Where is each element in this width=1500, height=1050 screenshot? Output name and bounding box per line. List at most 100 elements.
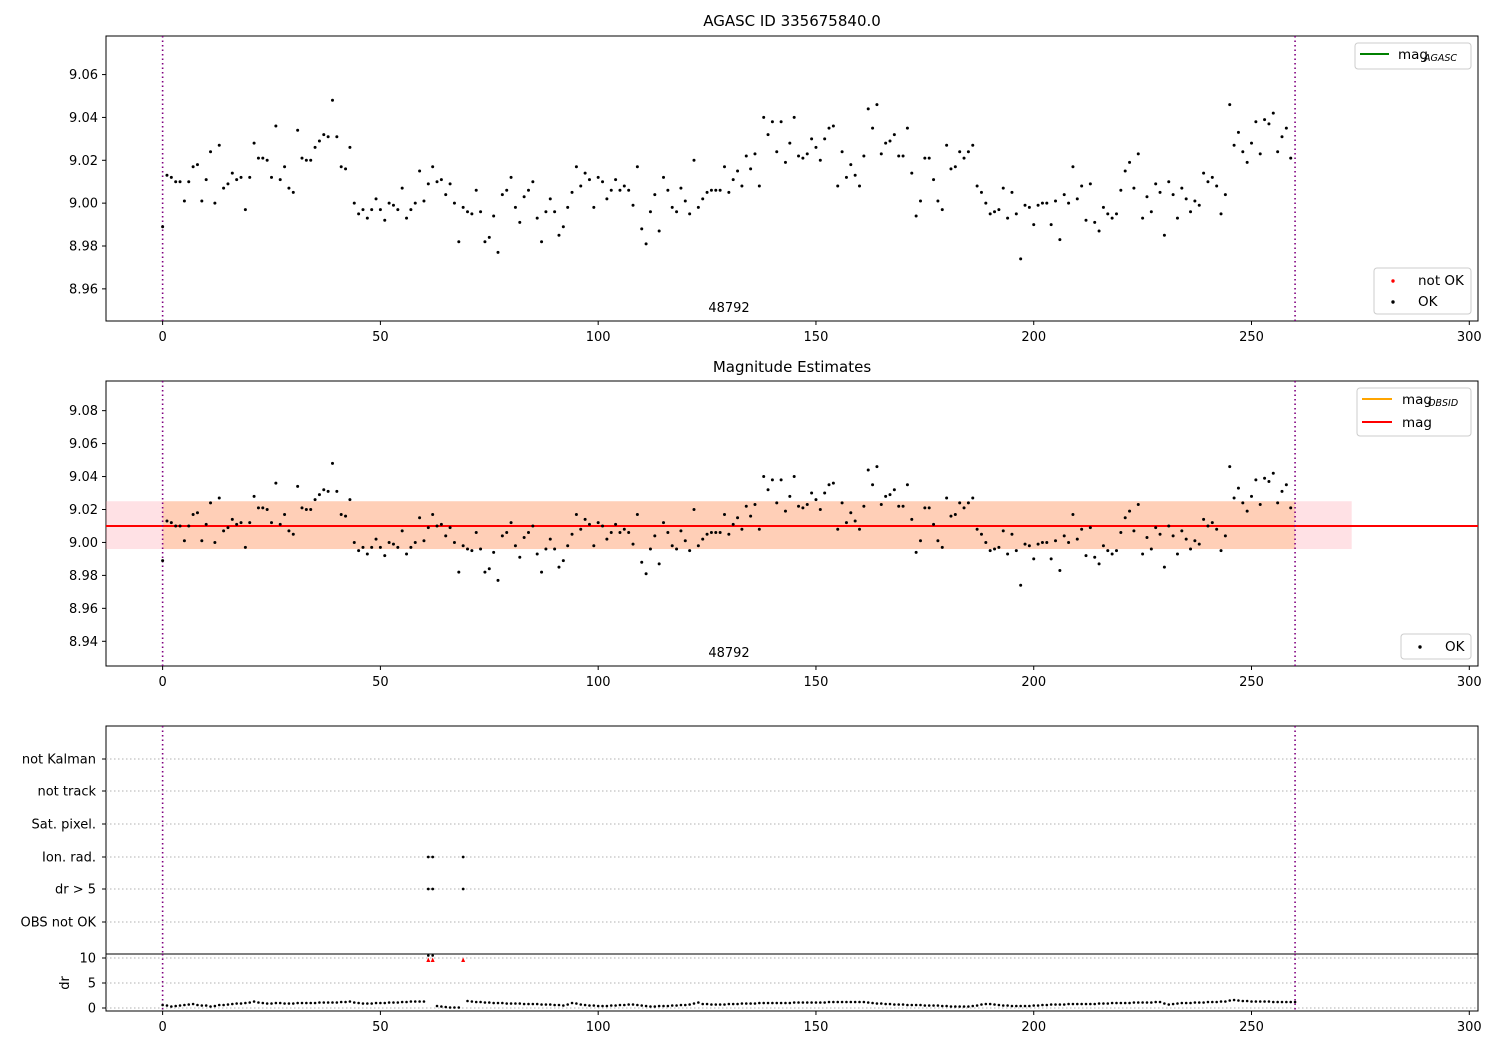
data-point	[1106, 212, 1110, 216]
data-point	[522, 536, 526, 540]
data-point	[265, 158, 269, 162]
data-point	[675, 547, 679, 551]
y-tick-label: 9.06	[69, 437, 98, 452]
dr-point	[440, 1005, 443, 1008]
data-point	[740, 184, 744, 188]
dr-point	[701, 1002, 705, 1006]
dr-point	[967, 1005, 970, 1008]
dr-point	[387, 1001, 391, 1004]
data-point	[391, 542, 395, 546]
dr-point	[805, 1001, 809, 1004]
dr-point	[1106, 1002, 1110, 1005]
data-point	[962, 156, 966, 160]
dr-point	[1197, 1001, 1201, 1004]
data-point	[1158, 190, 1162, 194]
dr-point	[396, 1001, 400, 1004]
data-point	[535, 216, 539, 220]
dr-point	[200, 1004, 204, 1007]
data-point	[766, 488, 770, 492]
data-point	[940, 545, 944, 549]
data-point	[818, 507, 822, 511]
data-point	[339, 512, 343, 516]
data-point	[657, 562, 661, 566]
data-point	[997, 208, 1001, 212]
dr-point	[997, 1003, 1001, 1007]
data-point	[178, 524, 182, 528]
data-point	[352, 540, 356, 544]
data-point	[1271, 471, 1275, 475]
data-point	[256, 156, 260, 160]
dr-point	[313, 1001, 317, 1005]
data-point	[1114, 212, 1118, 216]
dr-point	[305, 1001, 308, 1005]
data-point	[827, 483, 831, 487]
data-point	[722, 512, 726, 516]
data-point	[993, 210, 997, 214]
data-point	[1254, 120, 1258, 124]
dr-point	[492, 1001, 495, 1005]
dr-point	[1263, 1000, 1266, 1003]
data-point	[544, 547, 548, 551]
dr-point	[653, 1005, 657, 1008]
data-point	[1119, 188, 1123, 192]
data-point	[644, 242, 648, 246]
data-point	[818, 158, 822, 162]
dr-point	[819, 1001, 822, 1004]
data-point	[492, 214, 496, 218]
dr-point	[540, 1003, 543, 1006]
flag-point	[431, 887, 435, 891]
flag-row-label: Sat. pixel.	[32, 818, 96, 833]
dr-point	[204, 1004, 208, 1007]
data-point	[1263, 118, 1267, 122]
data-point	[1219, 212, 1223, 216]
data-point	[879, 503, 883, 507]
data-point	[958, 150, 962, 154]
dr-point	[601, 1004, 604, 1008]
data-point	[910, 517, 914, 521]
chart-title: AGASC ID 335675840.0	[703, 12, 881, 30]
dr-point	[710, 1003, 713, 1006]
data-point	[757, 527, 761, 531]
data-point	[413, 201, 417, 205]
data-point	[714, 188, 718, 192]
dr-point	[1062, 1003, 1066, 1006]
data-point	[744, 504, 748, 508]
data-point	[984, 540, 988, 544]
y-tick-label: 8.98	[69, 240, 98, 255]
data-point	[949, 514, 953, 518]
data-point	[1136, 503, 1140, 507]
data-point	[287, 186, 291, 190]
dr-point	[196, 1003, 199, 1007]
data-point	[505, 188, 509, 192]
data-point	[923, 506, 927, 510]
data-point	[165, 519, 169, 523]
y-tick-label: 9.08	[69, 404, 98, 419]
data-point	[666, 531, 670, 535]
flag-row-label: OBS not OK	[21, 916, 97, 931]
data-point	[914, 214, 918, 218]
data-point	[657, 229, 661, 233]
data-point	[858, 527, 862, 531]
data-point	[1010, 532, 1014, 536]
data-point	[457, 570, 461, 574]
data-point	[574, 165, 578, 169]
data-point	[631, 542, 635, 546]
data-point	[431, 512, 435, 516]
x-tick-label: 150	[804, 330, 829, 345]
data-point	[270, 175, 274, 179]
y-tick-label: 9.00	[69, 536, 98, 551]
data-point	[757, 184, 761, 188]
data-point	[984, 201, 988, 205]
data-point	[457, 240, 461, 244]
dr-point	[1141, 1001, 1144, 1004]
data-point	[897, 154, 901, 158]
data-point	[317, 493, 321, 497]
data-point	[1036, 203, 1040, 207]
data-point	[1128, 509, 1132, 513]
data-point	[479, 547, 483, 551]
data-point	[474, 531, 478, 535]
data-point	[396, 545, 400, 549]
data-point	[696, 544, 700, 548]
x-tick-label: 100	[586, 330, 611, 345]
data-point	[1136, 152, 1140, 156]
